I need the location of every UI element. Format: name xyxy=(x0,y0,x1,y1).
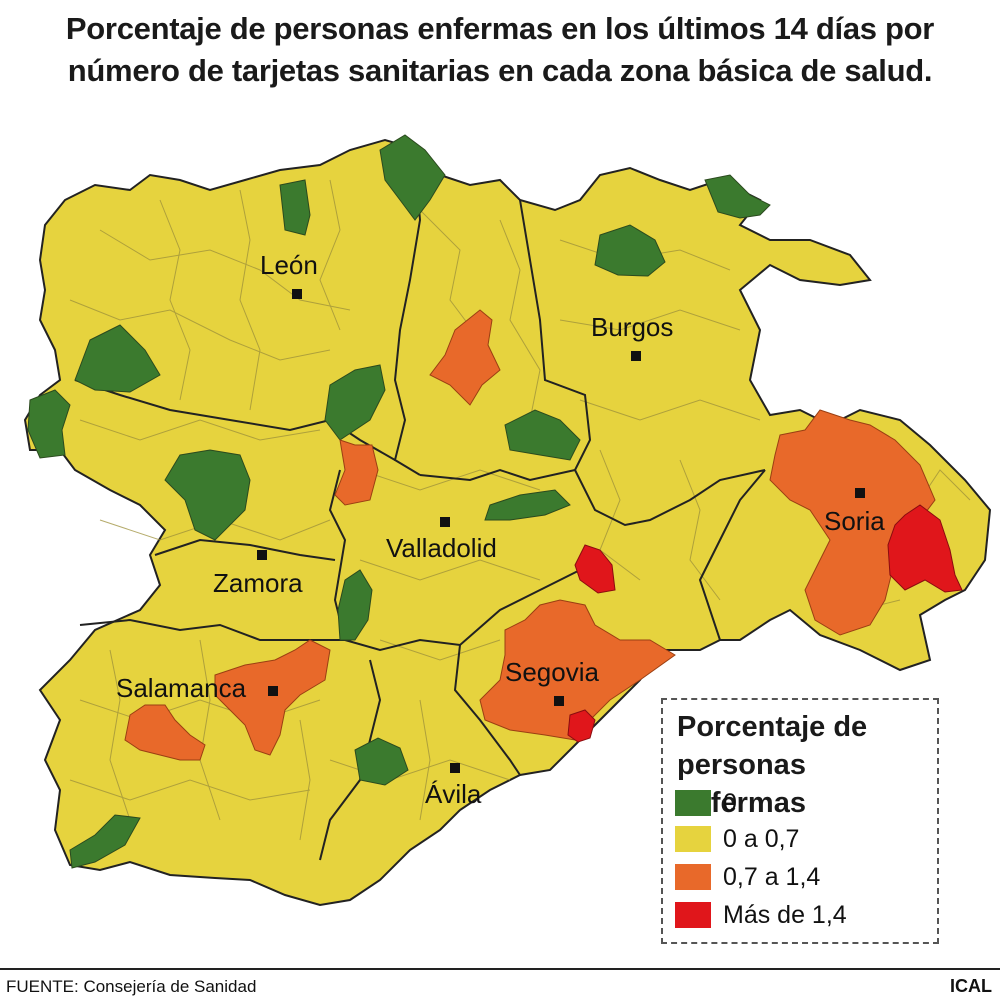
legend-label-low: 0 a 0,7 xyxy=(723,825,800,853)
zone-zero-zamora-east xyxy=(337,569,373,641)
legend-label-mid: 0,7 a 1,4 xyxy=(723,863,821,891)
zone-zero-valladolid-a xyxy=(504,409,581,461)
zone-zero-salamanca-sw xyxy=(69,814,141,869)
zone-mid-valladolid-north xyxy=(429,309,501,406)
city-label-avila: Ávila xyxy=(425,779,482,809)
zone-zero-avila xyxy=(354,737,409,786)
source-note: FUENTE: Consejería de Sanidad xyxy=(6,977,257,996)
footer-divider xyxy=(0,968,1000,970)
city-label-soria: Soria xyxy=(824,506,885,536)
city-markers xyxy=(257,289,865,773)
city-label-leon: León xyxy=(260,250,318,280)
zone-high-valladolid-segovia xyxy=(574,544,616,594)
zone-mid-salamanca-city xyxy=(214,639,331,756)
city-labels: León Burgos Soria Zamora Valladolid Sego… xyxy=(116,250,885,809)
zone-zero-leon-c xyxy=(324,364,386,441)
legend-swatch-mid xyxy=(675,864,711,890)
zone-zero-leon-far-west xyxy=(27,389,71,459)
city-label-zamora: Zamora xyxy=(213,568,303,598)
city-marker-valladolid xyxy=(440,517,450,527)
city-label-burgos: Burgos xyxy=(591,312,673,342)
city-label-valladolid: Valladolid xyxy=(386,533,497,563)
map-title: Porcentaje de personas enfermas en los ú… xyxy=(0,8,1000,92)
zone-zero-leon-west xyxy=(74,324,161,393)
city-marker-zamora xyxy=(257,550,267,560)
city-marker-burgos xyxy=(631,351,641,361)
legend-label-high: Más de 1,4 xyxy=(723,901,847,929)
zone-mid-salamanca-west xyxy=(124,704,206,761)
legend-swatch-low xyxy=(675,826,711,852)
zone-zero-north-leon xyxy=(379,134,446,221)
zones-high xyxy=(567,504,963,743)
credit-label: ICAL xyxy=(950,976,992,996)
legend-title-line2: personas enfermas xyxy=(677,749,806,819)
city-marker-segovia xyxy=(554,696,564,706)
city-marker-soria xyxy=(855,488,865,498)
legend-title: Porcentaje de personas enfermas xyxy=(677,708,937,822)
zone-high-segovia-south xyxy=(567,709,596,743)
zones-zero xyxy=(27,134,771,869)
city-label-salamanca: Salamanca xyxy=(116,673,247,703)
zone-zero-zamora xyxy=(164,449,251,541)
zone-high-soria-east xyxy=(887,504,963,593)
zone-mid-soria xyxy=(769,409,936,636)
health-zone-lines xyxy=(69,179,971,841)
city-marker-salamanca xyxy=(268,686,278,696)
zone-mid-leon-south xyxy=(334,439,379,506)
zone-zero-burgos-north xyxy=(594,224,666,277)
zone-zero-leon-a xyxy=(279,179,311,236)
legend-label-zero: 0 xyxy=(723,789,737,817)
city-marker-leon xyxy=(292,289,302,299)
legend: Porcentaje de personas enfermas 0 0 a 0,… xyxy=(661,698,939,944)
map-title-line2: número de tarjetas sanitarias en cada zo… xyxy=(67,53,933,88)
city-label-segovia: Segovia xyxy=(505,657,599,687)
map-title-line1: Porcentaje de personas enfermas en los ú… xyxy=(65,11,935,46)
zone-zero-valladolid-b xyxy=(484,489,571,521)
legend-title-line1: Porcentaje de xyxy=(677,711,868,743)
zone-zero-burgos-ne xyxy=(704,174,771,219)
zones-mid xyxy=(124,309,936,761)
legend-swatch-high xyxy=(675,902,711,928)
legend-swatch-zero xyxy=(675,790,711,816)
zone-mid-segovia xyxy=(479,599,676,741)
city-marker-avila xyxy=(450,763,460,773)
